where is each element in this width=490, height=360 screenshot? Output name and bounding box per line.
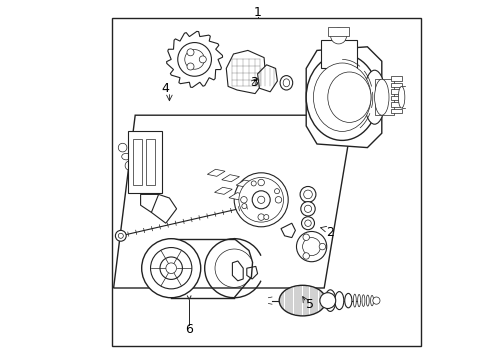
Circle shape [187, 63, 194, 70]
Text: 6: 6 [185, 323, 193, 336]
Polygon shape [207, 169, 225, 176]
Bar [374, 79, 394, 115]
Polygon shape [151, 194, 176, 223]
Circle shape [178, 42, 212, 76]
Bar [391, 76, 402, 81]
Ellipse shape [325, 290, 336, 311]
Circle shape [118, 233, 123, 238]
Ellipse shape [280, 76, 293, 90]
Polygon shape [114, 115, 353, 288]
Ellipse shape [306, 54, 378, 140]
Ellipse shape [362, 295, 365, 306]
Polygon shape [247, 266, 258, 279]
Ellipse shape [374, 79, 389, 115]
Text: 3: 3 [250, 76, 258, 89]
Circle shape [304, 190, 312, 199]
Text: 5: 5 [306, 298, 314, 311]
Circle shape [303, 238, 320, 256]
Polygon shape [306, 47, 382, 148]
Circle shape [199, 56, 206, 63]
Circle shape [150, 248, 192, 289]
Ellipse shape [398, 86, 405, 108]
Polygon shape [236, 180, 254, 187]
Ellipse shape [370, 296, 373, 306]
Polygon shape [222, 175, 240, 182]
Polygon shape [215, 187, 232, 194]
Circle shape [301, 217, 315, 230]
Circle shape [258, 196, 265, 203]
Ellipse shape [364, 70, 386, 124]
Polygon shape [320, 40, 357, 68]
Bar [391, 96, 402, 100]
Circle shape [304, 205, 312, 212]
Ellipse shape [122, 153, 131, 160]
Polygon shape [141, 194, 162, 212]
Circle shape [300, 186, 316, 202]
Circle shape [305, 220, 311, 226]
Circle shape [258, 214, 265, 220]
Ellipse shape [358, 294, 361, 307]
Ellipse shape [367, 295, 369, 306]
Circle shape [264, 215, 269, 220]
Circle shape [116, 230, 126, 241]
Polygon shape [128, 131, 162, 193]
Circle shape [296, 231, 327, 262]
Circle shape [234, 173, 288, 227]
Bar [391, 83, 402, 87]
Ellipse shape [328, 72, 371, 122]
Circle shape [239, 177, 284, 222]
Circle shape [275, 197, 282, 203]
Circle shape [118, 143, 127, 152]
Circle shape [319, 243, 326, 250]
Ellipse shape [335, 292, 344, 310]
Bar [391, 102, 402, 107]
Circle shape [274, 189, 279, 194]
Circle shape [331, 28, 346, 44]
Text: 2: 2 [326, 226, 334, 239]
Polygon shape [167, 31, 222, 87]
Circle shape [252, 191, 270, 209]
Text: 4: 4 [162, 82, 170, 95]
Circle shape [166, 263, 176, 274]
Polygon shape [229, 193, 246, 200]
Circle shape [251, 181, 256, 186]
Circle shape [242, 204, 247, 209]
Ellipse shape [279, 285, 326, 316]
Bar [391, 109, 402, 113]
Bar [133, 139, 143, 185]
Circle shape [303, 234, 310, 240]
Ellipse shape [345, 293, 352, 308]
Circle shape [301, 202, 315, 216]
Circle shape [160, 257, 182, 279]
Polygon shape [226, 50, 266, 94]
Ellipse shape [353, 294, 356, 307]
Circle shape [142, 239, 201, 298]
Polygon shape [258, 65, 277, 92]
Bar [391, 89, 402, 94]
Circle shape [125, 161, 134, 170]
Circle shape [303, 253, 310, 259]
Bar [112, 18, 421, 346]
Circle shape [258, 179, 265, 186]
Ellipse shape [283, 79, 290, 87]
Circle shape [241, 197, 247, 203]
Circle shape [187, 49, 194, 56]
Circle shape [373, 297, 380, 304]
Ellipse shape [314, 63, 371, 131]
Bar [328, 27, 349, 36]
Bar [146, 139, 155, 185]
Circle shape [185, 50, 204, 69]
Circle shape [320, 293, 336, 309]
Polygon shape [281, 223, 295, 238]
Text: 1: 1 [254, 6, 262, 19]
Polygon shape [232, 261, 243, 281]
